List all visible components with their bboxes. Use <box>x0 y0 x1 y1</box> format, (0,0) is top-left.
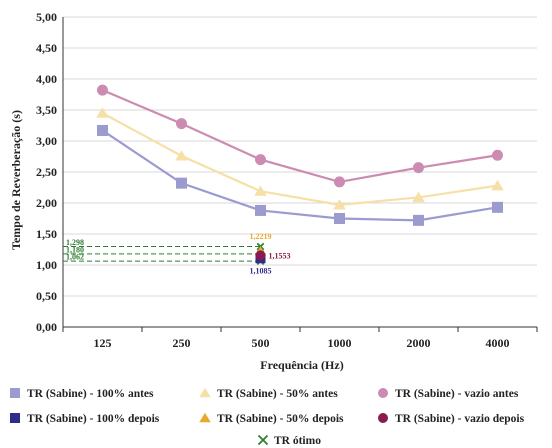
y-tick-label: 4,00 <box>36 72 57 86</box>
legend: TR (Sabine) - 100% antes TR (Sabine) - 50… <box>10 387 525 447</box>
series-point <box>97 84 108 96</box>
x-axis-title: Frequência (Hz) <box>260 358 343 372</box>
y-axis-title: Tempo de Reverberação (s) <box>9 110 23 250</box>
legend-marker <box>257 434 269 446</box>
series-point <box>176 118 187 130</box>
x-tick-label: 500 <box>252 336 270 350</box>
series-layer <box>96 84 504 226</box>
y-tick-label: 0,50 <box>36 289 57 303</box>
series-line <box>101 129 498 222</box>
series-point <box>412 191 425 203</box>
series-point <box>491 179 504 191</box>
after-value-label: 1,1553 <box>269 251 291 260</box>
legend-label: TR (Sabine) - 100% antes <box>27 388 154 400</box>
series-point <box>333 199 346 210</box>
optimal-value-label: 1,062 <box>66 253 84 262</box>
y-tick-label: 2,00 <box>36 196 57 210</box>
legend-label: TR (Sabine) - 50% depois <box>217 413 344 425</box>
series-point <box>413 214 424 226</box>
x-tick-label: 4000 <box>486 336 510 350</box>
x-tick-label: 125 <box>94 336 112 350</box>
axes <box>62 17 538 332</box>
grid-lines <box>63 16 537 297</box>
after-points-layer: 1,1085 1,2219 1,1553 <box>250 232 291 275</box>
x-tick-label: 2000 <box>407 336 431 350</box>
legend-marker <box>199 412 211 423</box>
x-tick-labels: 125 250 500 1000 2000 4000 <box>94 336 510 350</box>
legend-label: TR (Sabine) - 100% depois <box>27 413 160 425</box>
series-point <box>334 213 345 224</box>
legend-marker <box>10 413 20 423</box>
y-tick-labels: 0,00 0,50 1,00 1,50 2,00 2,50 3,00 3,50 4,00 4,50… <box>36 10 57 334</box>
legend-marker <box>199 387 211 398</box>
legend-label: TR (Sabine) - 50% antes <box>217 388 338 400</box>
series-point <box>254 185 267 196</box>
series-line <box>101 112 498 206</box>
series-point <box>255 204 266 216</box>
series-point <box>97 124 108 136</box>
legend-marker <box>378 388 388 398</box>
series-point <box>255 154 266 166</box>
legend-label: TR (Sabine) - vazio antes <box>395 388 519 400</box>
legend-marker <box>10 388 20 398</box>
legend-marker <box>378 413 388 423</box>
after-point <box>255 250 266 261</box>
legend-label: TR ótimo <box>274 435 321 447</box>
after-value-label: 1,1085 <box>250 267 272 276</box>
y-tick-label: 3,00 <box>36 134 57 148</box>
y-tick-label: 2,50 <box>36 165 57 179</box>
series-point <box>413 162 424 174</box>
y-tick-label: 1,00 <box>36 258 57 272</box>
series-point <box>96 107 109 118</box>
series-point <box>334 176 345 188</box>
series-point <box>175 150 188 161</box>
y-tick-label: 3,50 <box>36 103 57 117</box>
x-tick-label: 1000 <box>328 336 352 350</box>
legend-label: TR (Sabine) - vazio depois <box>395 413 525 425</box>
optimal-value-label: 1,180 <box>66 245 84 254</box>
series-line <box>102 89 498 184</box>
series-point <box>492 149 503 161</box>
optimal-value-label: 1,298 <box>66 238 84 247</box>
after-value-label: 1,2219 <box>250 232 272 241</box>
series-point <box>492 201 503 213</box>
y-tick-label: 1,50 <box>36 227 57 241</box>
x-tick-label: 250 <box>173 336 191 350</box>
y-tick-label: 5,00 <box>36 10 57 24</box>
series-point <box>176 177 187 189</box>
y-tick-label: 0,00 <box>36 320 57 334</box>
y-tick-label: 4,50 <box>36 41 57 55</box>
